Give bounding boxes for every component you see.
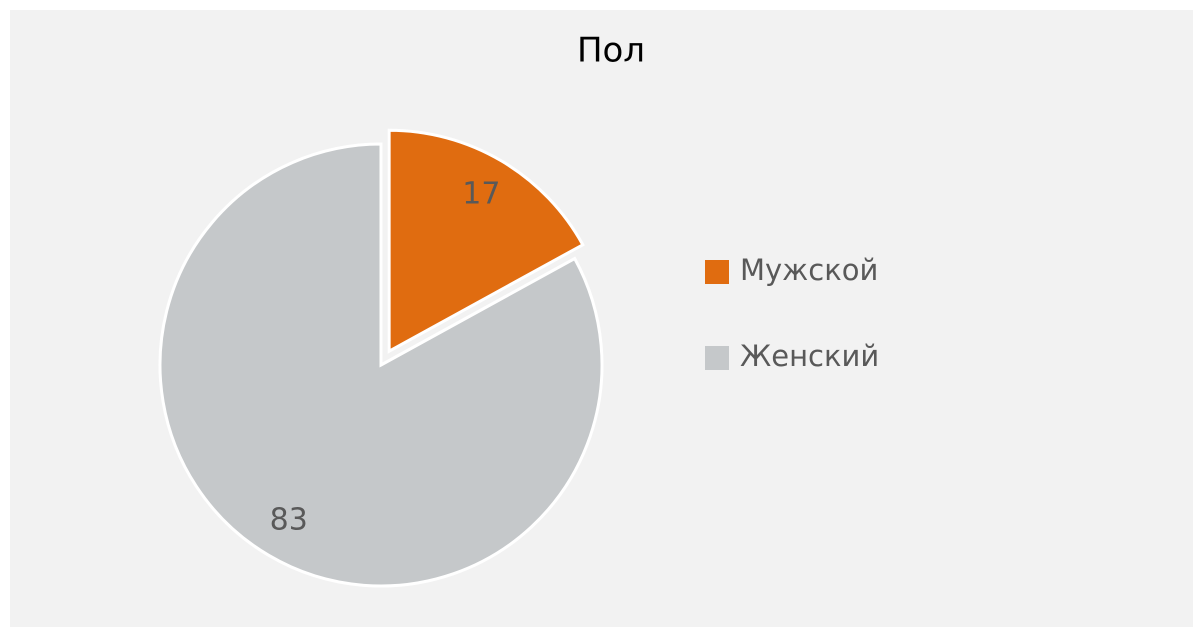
legend-label: Мужской xyxy=(740,253,878,287)
data-label: 83 xyxy=(270,502,308,537)
chart-title: Пол xyxy=(577,31,645,71)
legend-swatch xyxy=(705,260,729,284)
legend-label: Женский xyxy=(740,339,879,373)
data-label: 17 xyxy=(462,177,500,212)
pie-slice xyxy=(158,142,604,588)
pie-slice xyxy=(387,128,585,354)
legend-swatch xyxy=(705,346,729,370)
